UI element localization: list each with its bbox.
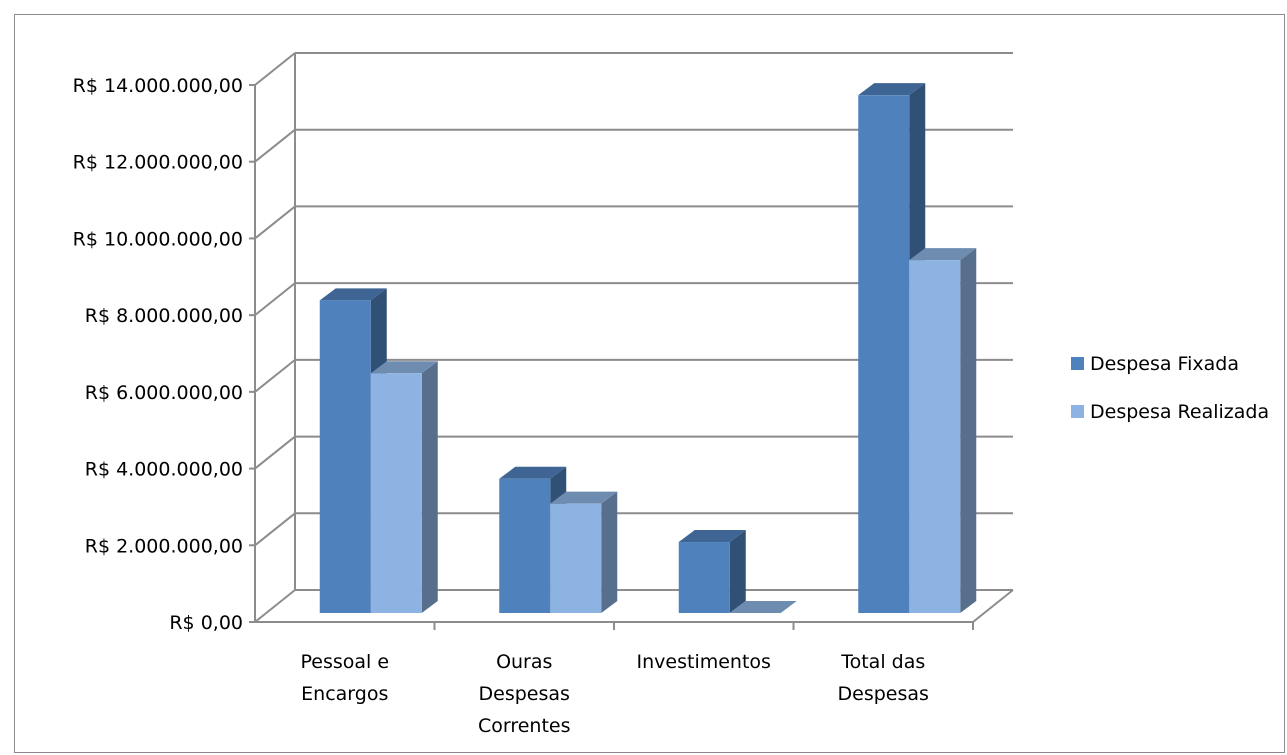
x-category-label: Despesas — [479, 683, 570, 705]
legend-label-despesa-fixada: Despesa Fixada — [1090, 353, 1239, 375]
legend: Despesa Fixada Despesa Realizada — [1071, 353, 1269, 423]
legend-swatch-despesa-realizada — [1071, 405, 1084, 418]
bar-top — [499, 466, 567, 479]
gridline-diagonal — [254, 128, 296, 163]
bar-front — [370, 373, 422, 613]
y-tick-label: R$ 2.000.000,00 — [85, 535, 243, 557]
gridline-diagonal — [254, 52, 296, 86]
gridline-diagonal — [254, 589, 296, 623]
x-category-label: Ouras — [496, 651, 552, 673]
bar-despesa-fixada-total-das-despesas — [858, 83, 926, 613]
y-tick-label: R$ 8.000.000,00 — [85, 305, 243, 327]
bar-despesa-realizada-ouras-despesas-correntes — [550, 491, 618, 613]
gridline-diagonal — [254, 512, 296, 547]
bar-side — [729, 530, 746, 613]
bar-side — [421, 361, 438, 613]
y-tick-label: R$ 14.000.000,00 — [73, 75, 243, 97]
bar-top — [550, 491, 618, 504]
bar-side — [960, 248, 977, 613]
bar-despesa-realizada-pessoal-e-encargos — [370, 361, 438, 613]
x-category-label: Pessoal e — [300, 651, 389, 673]
bar-top — [729, 601, 797, 613]
x-category-label: Investimentos — [637, 651, 771, 673]
x-category-labels: Pessoal e Encargos Ouras Despesas Correntes I… — [300, 651, 928, 737]
bar-despesa-realizada-investimentos — [729, 601, 797, 613]
bar-front — [858, 95, 910, 613]
bar-top — [858, 83, 926, 96]
x-category-label: Despesas — [838, 683, 929, 705]
floor-edge — [972, 589, 1014, 623]
bar-top — [370, 361, 438, 374]
legend-swatch-despesa-fixada — [1071, 357, 1084, 370]
bar-front — [319, 300, 371, 613]
legend-label-despesa-realizada: Despesa Realizada — [1090, 401, 1269, 423]
y-tick-label: R$ 10.000.000,00 — [73, 228, 243, 250]
y-tick-label: R$ 0,00 — [169, 612, 243, 634]
x-category-label: Encargos — [301, 683, 388, 705]
y-tick-label: R$ 12.000.000,00 — [73, 152, 243, 174]
chart-frame — [14, 14, 1285, 753]
x-category-label: Correntes — [478, 715, 571, 737]
bar-top — [319, 288, 387, 301]
x-category-label: Total das — [840, 651, 925, 673]
bar-top — [909, 248, 977, 261]
bar-front — [499, 478, 551, 613]
bar-despesa-realizada-total-das-despesas — [909, 248, 977, 613]
bar-top — [678, 530, 746, 543]
bar-front — [550, 503, 602, 613]
y-tick-labels: R$ 0,00 R$ 2.000.000,00 R$ 4.000.000,00 R$ … — [73, 75, 243, 634]
y-tick-label: R$ 6.000.000,00 — [85, 382, 243, 404]
axes — [249, 84, 1014, 630]
y-tick-label: R$ 4.000.000,00 — [85, 459, 243, 481]
gridline-diagonal — [254, 282, 296, 316]
bar-front — [678, 542, 730, 613]
bars — [319, 83, 977, 613]
gridline-diagonal — [254, 435, 296, 470]
bar-despesa-fixada-investimentos — [678, 530, 746, 613]
gridline-diagonal — [254, 205, 296, 240]
gridline-diagonal — [254, 359, 296, 393]
bar-side — [601, 491, 618, 613]
bar-front — [909, 260, 961, 613]
